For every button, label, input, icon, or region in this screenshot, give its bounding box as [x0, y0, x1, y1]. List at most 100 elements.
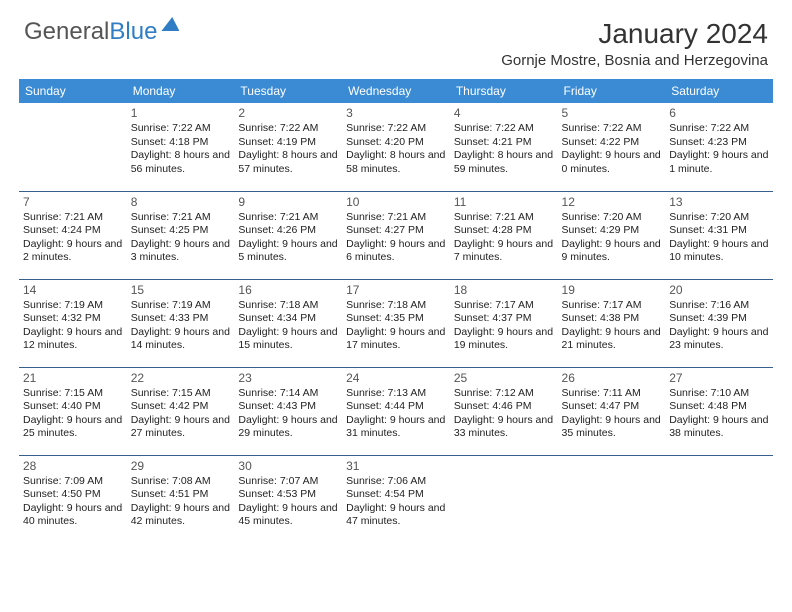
day-number: 30: [238, 459, 338, 474]
logo: GeneralBlue: [24, 18, 179, 46]
sunrise-text: Sunrise: 7:13 AM: [346, 387, 446, 400]
day-number: 21: [23, 371, 123, 386]
sunrise-text: Sunrise: 7:22 AM: [238, 122, 338, 135]
daylight-text: Daylight: 8 hours and 56 minutes.: [131, 149, 231, 176]
sunset-text: Sunset: 4:46 PM: [454, 400, 554, 413]
day-number: 16: [238, 283, 338, 298]
day-number: 15: [131, 283, 231, 298]
day-number: 25: [454, 371, 554, 386]
daylight-text: Daylight: 9 hours and 9 minutes.: [562, 238, 662, 265]
daylight-text: Daylight: 9 hours and 31 minutes.: [346, 414, 446, 441]
day-header: Monday: [127, 79, 235, 103]
sunrise-text: Sunrise: 7:19 AM: [131, 299, 231, 312]
sunrise-text: Sunrise: 7:22 AM: [346, 122, 446, 135]
sunset-text: Sunset: 4:39 PM: [669, 312, 769, 325]
month-title: January 2024: [501, 18, 768, 50]
sunrise-text: Sunrise: 7:18 AM: [238, 299, 338, 312]
daylight-text: Daylight: 9 hours and 15 minutes.: [238, 326, 338, 353]
sunset-text: Sunset: 4:38 PM: [562, 312, 662, 325]
sunset-text: Sunset: 4:20 PM: [346, 136, 446, 149]
sunset-text: Sunset: 4:21 PM: [454, 136, 554, 149]
sunrise-text: Sunrise: 7:11 AM: [562, 387, 662, 400]
calendar-day-cell: 31Sunrise: 7:06 AMSunset: 4:54 PMDayligh…: [342, 455, 450, 543]
sunrise-text: Sunrise: 7:21 AM: [23, 211, 123, 224]
daylight-text: Daylight: 9 hours and 38 minutes.: [669, 414, 769, 441]
day-number: 26: [562, 371, 662, 386]
calendar-day-cell: 12Sunrise: 7:20 AMSunset: 4:29 PMDayligh…: [558, 191, 666, 279]
calendar-day-cell: [450, 455, 558, 543]
sunrise-text: Sunrise: 7:08 AM: [131, 475, 231, 488]
daylight-text: Daylight: 9 hours and 5 minutes.: [238, 238, 338, 265]
calendar-day-cell: 30Sunrise: 7:07 AMSunset: 4:53 PMDayligh…: [234, 455, 342, 543]
sunrise-text: Sunrise: 7:10 AM: [669, 387, 769, 400]
daylight-text: Daylight: 9 hours and 33 minutes.: [454, 414, 554, 441]
sunset-text: Sunset: 4:50 PM: [23, 488, 123, 501]
day-number: 9: [238, 195, 338, 210]
sunrise-text: Sunrise: 7:12 AM: [454, 387, 554, 400]
day-number: 10: [346, 195, 446, 210]
daylight-text: Daylight: 9 hours and 7 minutes.: [454, 238, 554, 265]
calendar-day-cell: [558, 455, 666, 543]
daylight-text: Daylight: 8 hours and 57 minutes.: [238, 149, 338, 176]
sunrise-text: Sunrise: 7:22 AM: [669, 122, 769, 135]
sunrise-text: Sunrise: 7:22 AM: [562, 122, 662, 135]
calendar-week-row: 7Sunrise: 7:21 AMSunset: 4:24 PMDaylight…: [19, 191, 773, 279]
calendar-day-cell: 9Sunrise: 7:21 AMSunset: 4:26 PMDaylight…: [234, 191, 342, 279]
sunrise-text: Sunrise: 7:20 AM: [562, 211, 662, 224]
sunrise-text: Sunrise: 7:14 AM: [238, 387, 338, 400]
daylight-text: Daylight: 9 hours and 29 minutes.: [238, 414, 338, 441]
day-number: 17: [346, 283, 446, 298]
sunset-text: Sunset: 4:54 PM: [346, 488, 446, 501]
location: Gornje Mostre, Bosnia and Herzegovina: [501, 52, 768, 69]
day-number: 3: [346, 106, 446, 121]
day-number: 12: [562, 195, 662, 210]
day-number: 6: [669, 106, 769, 121]
sunset-text: Sunset: 4:29 PM: [562, 224, 662, 237]
calendar-day-cell: 26Sunrise: 7:11 AMSunset: 4:47 PMDayligh…: [558, 367, 666, 455]
sunset-text: Sunset: 4:31 PM: [669, 224, 769, 237]
sunset-text: Sunset: 4:34 PM: [238, 312, 338, 325]
sunset-text: Sunset: 4:47 PM: [562, 400, 662, 413]
calendar-day-cell: 20Sunrise: 7:16 AMSunset: 4:39 PMDayligh…: [665, 279, 773, 367]
day-number: 7: [23, 195, 123, 210]
daylight-text: Daylight: 9 hours and 12 minutes.: [23, 326, 123, 353]
sunset-text: Sunset: 4:27 PM: [346, 224, 446, 237]
sunrise-text: Sunrise: 7:17 AM: [562, 299, 662, 312]
day-number: 1: [131, 106, 231, 121]
calendar-day-cell: 13Sunrise: 7:20 AMSunset: 4:31 PMDayligh…: [665, 191, 773, 279]
daylight-text: Daylight: 9 hours and 1 minute.: [669, 149, 769, 176]
daylight-text: Daylight: 9 hours and 3 minutes.: [131, 238, 231, 265]
calendar-day-cell: [19, 103, 127, 191]
logo-mark-icon: [161, 17, 179, 31]
sunset-text: Sunset: 4:42 PM: [131, 400, 231, 413]
calendar-day-cell: 22Sunrise: 7:15 AMSunset: 4:42 PMDayligh…: [127, 367, 235, 455]
calendar-day-cell: 5Sunrise: 7:22 AMSunset: 4:22 PMDaylight…: [558, 103, 666, 191]
calendar-day-cell: 21Sunrise: 7:15 AMSunset: 4:40 PMDayligh…: [19, 367, 127, 455]
day-number: 23: [238, 371, 338, 386]
day-number: 18: [454, 283, 554, 298]
daylight-text: Daylight: 9 hours and 19 minutes.: [454, 326, 554, 353]
daylight-text: Daylight: 9 hours and 27 minutes.: [131, 414, 231, 441]
daylight-text: Daylight: 9 hours and 25 minutes.: [23, 414, 123, 441]
sunrise-text: Sunrise: 7:18 AM: [346, 299, 446, 312]
daylight-text: Daylight: 9 hours and 10 minutes.: [669, 238, 769, 265]
day-header: Wednesday: [342, 79, 450, 103]
calendar-day-cell: 15Sunrise: 7:19 AMSunset: 4:33 PMDayligh…: [127, 279, 235, 367]
calendar-day-cell: 23Sunrise: 7:14 AMSunset: 4:43 PMDayligh…: [234, 367, 342, 455]
sunrise-text: Sunrise: 7:09 AM: [23, 475, 123, 488]
calendar-day-cell: 29Sunrise: 7:08 AMSunset: 4:51 PMDayligh…: [127, 455, 235, 543]
calendar-day-cell: 27Sunrise: 7:10 AMSunset: 4:48 PMDayligh…: [665, 367, 773, 455]
sunrise-text: Sunrise: 7:21 AM: [238, 211, 338, 224]
sunrise-text: Sunrise: 7:16 AM: [669, 299, 769, 312]
day-number: 11: [454, 195, 554, 210]
daylight-text: Daylight: 9 hours and 21 minutes.: [562, 326, 662, 353]
day-number: 13: [669, 195, 769, 210]
day-number: 22: [131, 371, 231, 386]
sunrise-text: Sunrise: 7:07 AM: [238, 475, 338, 488]
sunrise-text: Sunrise: 7:06 AM: [346, 475, 446, 488]
day-header: Tuesday: [234, 79, 342, 103]
day-number: 5: [562, 106, 662, 121]
day-number: 19: [562, 283, 662, 298]
sunset-text: Sunset: 4:32 PM: [23, 312, 123, 325]
calendar-day-cell: 3Sunrise: 7:22 AMSunset: 4:20 PMDaylight…: [342, 103, 450, 191]
